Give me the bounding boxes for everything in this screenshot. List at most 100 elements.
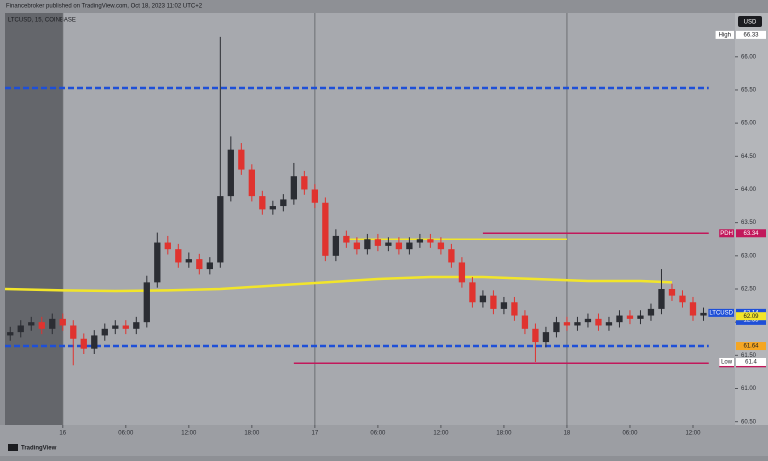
x-tick-label: 16 <box>59 431 66 437</box>
candle-body <box>343 235 350 243</box>
x-tick-label: 06:00 <box>118 431 134 437</box>
candle-body <box>28 322 35 326</box>
price-label-tag <box>719 229 734 238</box>
price-axis <box>735 13 768 425</box>
footer-brand: TradingView <box>21 446 57 452</box>
candle-body <box>406 242 413 250</box>
candle-body <box>91 335 98 349</box>
price-label-value: 62.09 <box>743 314 759 320</box>
x-tick-label: 12:00 <box>685 431 701 437</box>
price-label-tag <box>708 308 734 317</box>
candle-body <box>269 206 276 210</box>
price-label-tag <box>719 357 734 366</box>
candle-body <box>112 325 119 329</box>
price-label-text: PDH <box>720 231 733 237</box>
candle-body <box>437 242 445 250</box>
candle-body <box>311 189 319 203</box>
candle-body <box>248 169 255 197</box>
candle-body <box>164 242 171 250</box>
x-tick-label: 18:00 <box>496 431 512 437</box>
candle-body <box>322 202 329 256</box>
candle-body <box>553 322 560 333</box>
candle-body <box>301 176 308 190</box>
candle-body <box>101 328 108 336</box>
candle-body <box>416 239 424 243</box>
candle-body <box>143 282 150 323</box>
y-tick-label: 65.50 <box>741 88 757 94</box>
y-tick-label: 61.00 <box>741 386 757 392</box>
x-tick-label: 17 <box>312 431 319 437</box>
candle-body <box>80 338 87 349</box>
x-tick-label: 06:00 <box>622 431 638 437</box>
candle-body <box>511 302 518 316</box>
candle-body <box>689 302 697 316</box>
candle-body <box>668 288 676 296</box>
candle-body <box>469 282 476 303</box>
candle-body <box>290 176 297 200</box>
candle-body <box>679 295 686 303</box>
candle-body <box>185 259 192 263</box>
symbol-title: LTCUSD, 15, COINBASE <box>8 18 76 24</box>
x-tick-label: 06:00 <box>370 431 386 437</box>
candle-body <box>542 332 550 343</box>
candle-body <box>584 318 592 323</box>
x-tick-label: 12:00 <box>181 431 197 437</box>
y-tick-label: 63.00 <box>741 253 757 259</box>
candle-body <box>605 322 613 326</box>
y-tick-label: 65.00 <box>741 121 757 127</box>
candle-body <box>521 315 529 329</box>
candle-body <box>217 196 224 263</box>
price-label-value: 61.4 <box>745 360 757 366</box>
candle-body <box>353 242 361 250</box>
candle-body <box>227 149 234 197</box>
plot-area <box>5 13 735 425</box>
candle-body <box>364 239 371 250</box>
candle-body <box>122 325 129 329</box>
candle-body <box>280 199 287 207</box>
candle-body <box>637 315 644 319</box>
candle-body <box>206 262 213 270</box>
candle-body <box>490 295 497 309</box>
price-label-box <box>736 229 766 238</box>
x-tick-label: 12:00 <box>433 431 449 437</box>
time-axis <box>0 425 768 456</box>
price-label-text: LTCUSD <box>709 310 733 316</box>
candle-body <box>49 318 56 329</box>
candle-body <box>133 322 140 329</box>
candle-body <box>448 249 455 263</box>
price-label-value: 63.34 <box>743 231 759 237</box>
candle-body <box>332 235 340 256</box>
candle-body <box>238 149 245 170</box>
x-tick-label: 18 <box>564 431 571 437</box>
candle-body <box>175 249 182 263</box>
publisher: Financebroker published on TradingView.c… <box>6 4 203 10</box>
candle-body <box>427 239 434 243</box>
candle-body <box>70 325 77 339</box>
candle-body <box>458 262 466 283</box>
candle-body <box>479 295 487 303</box>
candle-body <box>395 242 403 250</box>
moving-average <box>4 275 673 293</box>
candle-body <box>532 328 539 343</box>
y-tick-label: 62.50 <box>741 287 757 293</box>
y-tick-label: 60.50 <box>741 419 757 425</box>
candle-body <box>59 318 66 326</box>
y-tick-label: 64.00 <box>741 187 757 193</box>
candle-body <box>658 288 665 309</box>
candle-body <box>17 325 24 333</box>
pre-session <box>5 13 63 425</box>
price-label-box <box>736 30 766 39</box>
price-label-value: 61.64 <box>743 344 759 350</box>
candle-body <box>574 322 581 326</box>
price-label-tag <box>715 30 734 39</box>
candle-body <box>38 322 45 329</box>
price-label-box <box>736 312 766 321</box>
candle-body <box>374 239 382 246</box>
candle-body <box>626 315 634 319</box>
candle-body <box>700 312 707 316</box>
candle-body <box>385 242 392 246</box>
price-label-text: High <box>719 32 731 38</box>
y-tick-label: 64.50 <box>741 154 757 160</box>
x-tick-label: 18:00 <box>244 431 260 437</box>
